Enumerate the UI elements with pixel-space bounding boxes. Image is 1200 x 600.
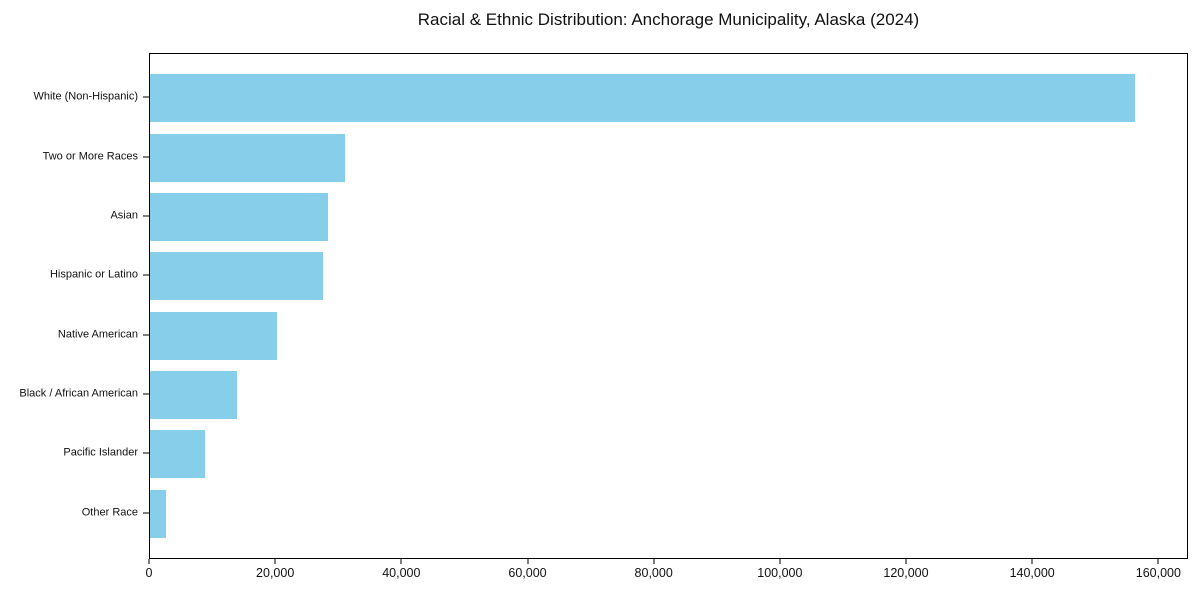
y-tick-label: White (Non-Hispanic) <box>33 90 138 103</box>
bar <box>150 252 323 301</box>
bar <box>150 430 205 479</box>
x-tick-mark <box>527 559 528 564</box>
y-tick-label: Hispanic or Latino <box>49 268 138 281</box>
chart-title: Racial & Ethnic Distribution: Anchorage … <box>417 10 920 29</box>
x-tick-mark <box>779 559 781 564</box>
x-tick-mark <box>274 559 276 564</box>
x-tick-label: 80,000 <box>634 566 673 580</box>
y-tick-mark <box>143 96 149 98</box>
y-tick-mark <box>143 452 149 454</box>
y-tick-label: Pacific Islander <box>63 446 138 459</box>
x-tick-label: 100,000 <box>757 566 803 580</box>
bar <box>150 311 277 360</box>
bar <box>150 133 346 182</box>
y-tick-mark <box>143 156 149 158</box>
x-tick-label: 20,000 <box>256 566 295 580</box>
bar <box>150 193 329 241</box>
y-tick-mark <box>143 334 149 336</box>
y-tick-mark <box>143 512 149 513</box>
y-tick-label: Two or More Races <box>42 150 138 163</box>
x-tick-label: 140,000 <box>1009 566 1055 580</box>
x-tick-mark <box>148 559 150 564</box>
x-tick-mark <box>1031 559 1033 564</box>
y-tick-label: Native American <box>57 328 138 341</box>
x-tick-mark <box>400 559 402 564</box>
x-tick-label: 120,000 <box>883 566 929 580</box>
x-tick-label: 0 <box>145 566 153 580</box>
y-tick-label: Asian <box>110 209 138 222</box>
x-tick-mark <box>1157 559 1159 564</box>
y-tick-mark <box>143 215 149 217</box>
y-tick-mark <box>143 393 149 395</box>
bar <box>150 74 1136 123</box>
y-tick-label: Black / African American <box>19 387 138 400</box>
x-tick-label: 160,000 <box>1135 566 1181 580</box>
x-tick-mark <box>653 559 655 564</box>
y-tick-label: Other Race <box>81 506 138 518</box>
plot-area <box>149 53 1188 559</box>
x-tick-label: 60,000 <box>508 566 547 580</box>
x-tick-mark <box>905 559 907 564</box>
x-tick-label: 40,000 <box>382 566 421 580</box>
bar <box>150 489 167 538</box>
y-tick-mark <box>143 274 149 276</box>
bar <box>150 370 237 419</box>
